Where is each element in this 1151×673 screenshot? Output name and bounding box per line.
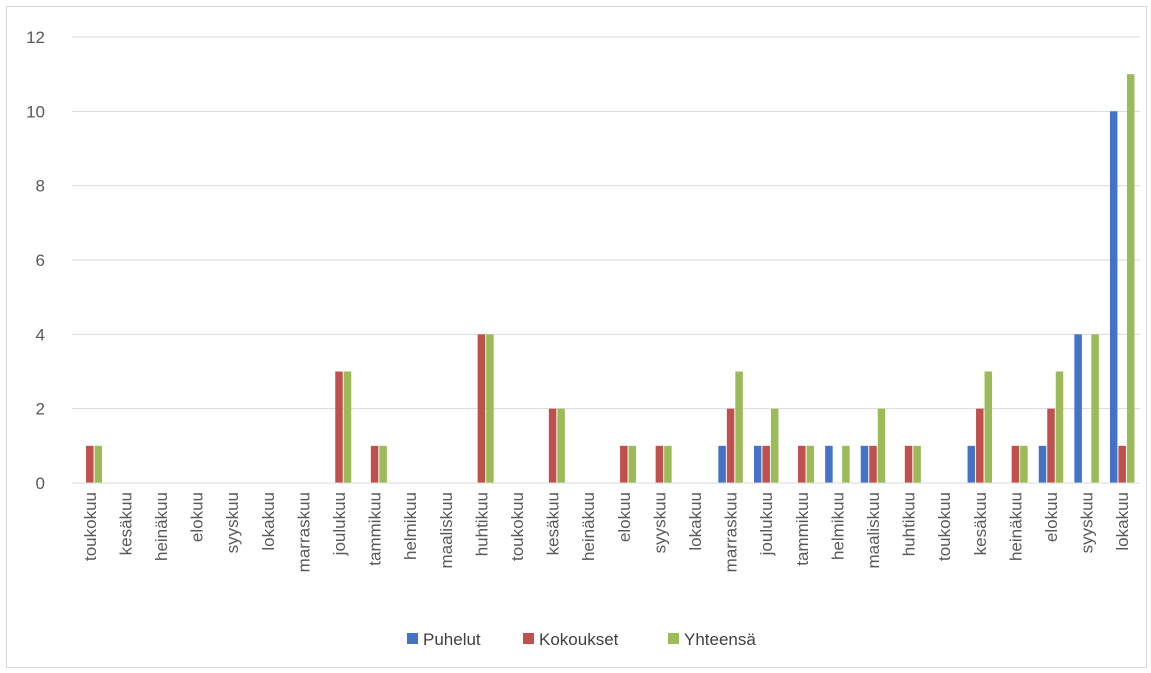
bar-kokoukset-11 [478,334,486,483]
x-tick-label: huhtikuu [472,492,491,556]
legend-swatch-yhteensä [668,633,679,644]
x-tick-label: elokuu [615,492,634,542]
x-tick-label: helmikuu [401,492,420,560]
x-tick-label: syyskuu [223,492,242,553]
bar-puhelut-22 [861,446,869,483]
x-tick-label: helmikuu [828,492,847,560]
bar-kokoukset-13 [549,409,557,483]
bar-yhteensä-15 [629,446,637,483]
bar-yhteensä-11 [486,334,494,483]
bar-yhteensä-18 [735,372,743,484]
bar-puhelut-21 [825,446,833,483]
bars [86,74,1134,483]
x-tick-label: marraskuu [722,492,741,572]
bar-yhteensä-21 [842,446,850,483]
bar-yhteensä-20 [807,446,815,483]
bar-kokoukset-7 [335,372,343,484]
bar-yhteensä-28 [1091,334,1099,483]
bar-kokoukset-27 [1047,409,1055,483]
bar-kokoukset-8 [371,446,379,483]
bar-puhelut-19 [754,446,762,483]
y-tick-label: 10 [26,102,45,121]
x-tick-label: heinäkuu [152,492,171,561]
bar-puhelut-18 [718,446,726,483]
x-tick-label: kesäkuu [544,492,563,555]
bar-yhteensä-19 [771,409,779,483]
x-tick-label: lokakuu [259,492,278,551]
y-tick-label: 4 [36,325,45,344]
x-tick-label: marraskuu [294,492,313,572]
bar-yhteensä-29 [1127,74,1135,483]
legend-label: Puhelut [423,630,481,649]
bar-yhteensä-7 [344,372,352,484]
gridlines [72,37,1140,409]
x-tick-label: toukokuu [935,492,954,561]
legend-label: Yhteensä [684,630,756,649]
x-tick-label: elokuu [1042,492,1061,542]
x-tick-label: lokakuu [686,492,705,551]
legend-swatch-puhelut [407,633,418,644]
x-tick-label: heinäkuu [1006,492,1025,561]
x-tick-label: maaliskuu [864,492,883,569]
y-tick-label: 0 [36,474,45,493]
bar-kokoukset-29 [1118,446,1126,483]
bar-yhteensä-27 [1056,372,1064,484]
legend: Puhelut Kokoukset Yhteensä [407,630,756,649]
x-axis-ticks: toukokuu kesäkuu heinäkuu elokuu syyskuu loka… [81,492,1132,572]
y-tick-label: 12 [26,28,45,47]
bar-kokoukset-18 [727,409,735,483]
x-tick-label: syyskuu [650,492,669,553]
bar-yhteensä-0 [95,446,103,483]
x-tick-label: maaliskuu [437,492,456,569]
legend-swatch-kokoukset [523,633,534,644]
bar-yhteensä-22 [878,409,886,483]
x-tick-label: syyskuu [1078,492,1097,553]
x-tick-label: kesäkuu [971,492,990,555]
x-tick-label: toukokuu [508,492,527,561]
bar-puhelut-25 [968,446,976,483]
bar-kokoukset-22 [869,446,877,483]
x-tick-label: toukokuu [81,492,100,561]
bar-kokoukset-25 [976,409,984,483]
bar-kokoukset-0 [86,446,94,483]
bar-kokoukset-19 [762,446,770,483]
x-tick-label: lokakuu [1113,492,1132,551]
x-tick-label: elokuu [188,492,207,542]
y-tick-label: 8 [36,177,45,196]
x-tick-label: tammikuu [366,492,385,566]
y-tick-label: 2 [36,400,45,419]
bar-puhelut-28 [1074,334,1082,483]
bar-kokoukset-26 [1012,446,1020,483]
bar-puhelut-29 [1110,111,1118,483]
y-axis-ticks: 0 2 4 6 8 10 12 [26,28,45,493]
bar-kokoukset-23 [905,446,913,483]
legend-label: Kokoukset [539,630,619,649]
bar-yhteensä-25 [985,372,993,484]
bar-kokoukset-20 [798,446,806,483]
x-tick-label: kesäkuu [116,492,135,555]
x-tick-label: tammikuu [793,492,812,566]
x-tick-label: joulukuu [757,492,776,556]
bar-yhteensä-13 [557,409,565,483]
x-tick-label: joulukuu [330,492,349,556]
bar-puhelut-27 [1039,446,1047,483]
bar-yhteensä-26 [1020,446,1028,483]
bar-kokoukset-15 [620,446,628,483]
x-tick-label: huhtikuu [900,492,919,556]
bar-kokoukset-16 [656,446,664,483]
bar-yhteensä-16 [664,446,672,483]
bar-yhteensä-8 [379,446,387,483]
y-tick-label: 6 [36,251,45,270]
x-tick-label: heinäkuu [579,492,598,561]
bar-yhteensä-23 [913,446,921,483]
